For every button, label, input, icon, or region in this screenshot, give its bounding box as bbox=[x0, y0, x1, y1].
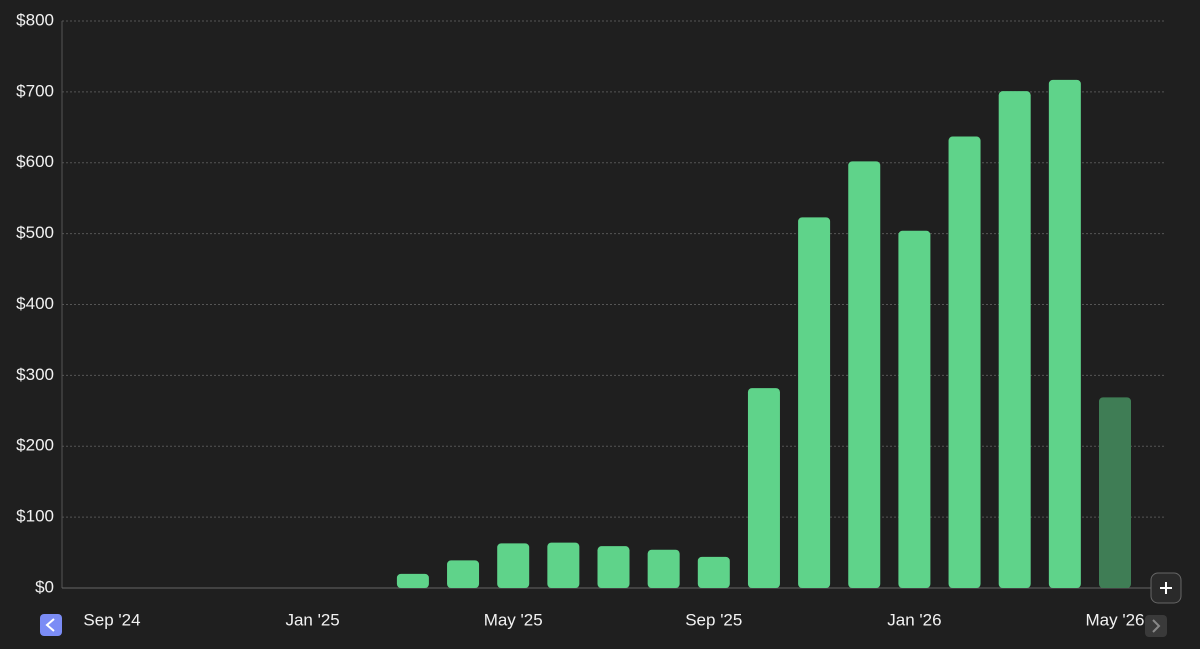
x-tick-label: May '26 bbox=[1086, 610, 1145, 629]
bar bbox=[747, 388, 780, 588]
bar bbox=[447, 560, 480, 588]
bar bbox=[998, 91, 1031, 588]
bar bbox=[1099, 397, 1131, 588]
bar bbox=[1048, 79, 1081, 589]
x-tick-label: Sep '24 bbox=[83, 610, 140, 629]
bar bbox=[647, 549, 680, 588]
prev-button[interactable] bbox=[40, 614, 62, 636]
bar bbox=[798, 217, 831, 589]
y-tick-label: $200 bbox=[16, 436, 54, 455]
y-tick-label: $800 bbox=[16, 10, 54, 29]
bar bbox=[848, 161, 881, 588]
x-tick-label: May '25 bbox=[484, 610, 543, 629]
y-tick-label: $500 bbox=[16, 223, 54, 242]
next-button[interactable] bbox=[1145, 615, 1167, 637]
bar bbox=[597, 546, 630, 588]
bar bbox=[697, 556, 730, 588]
y-tick-label: $700 bbox=[16, 81, 54, 100]
y-tick-label: $100 bbox=[16, 507, 54, 526]
bar bbox=[547, 542, 580, 588]
y-tick-label: $600 bbox=[16, 152, 54, 171]
x-tick-label: Jan '25 bbox=[285, 610, 339, 629]
y-tick-label: $400 bbox=[16, 294, 54, 313]
bar bbox=[497, 543, 530, 588]
zoom-button[interactable] bbox=[1150, 572, 1182, 604]
x-tick-label: Jan '26 bbox=[887, 610, 941, 629]
y-tick-label: $0 bbox=[35, 577, 54, 596]
bar bbox=[948, 136, 981, 588]
bar bbox=[396, 573, 429, 588]
x-tick-label: Sep '25 bbox=[685, 610, 742, 629]
y-tick-label: $300 bbox=[16, 365, 54, 384]
bar bbox=[898, 230, 931, 589]
